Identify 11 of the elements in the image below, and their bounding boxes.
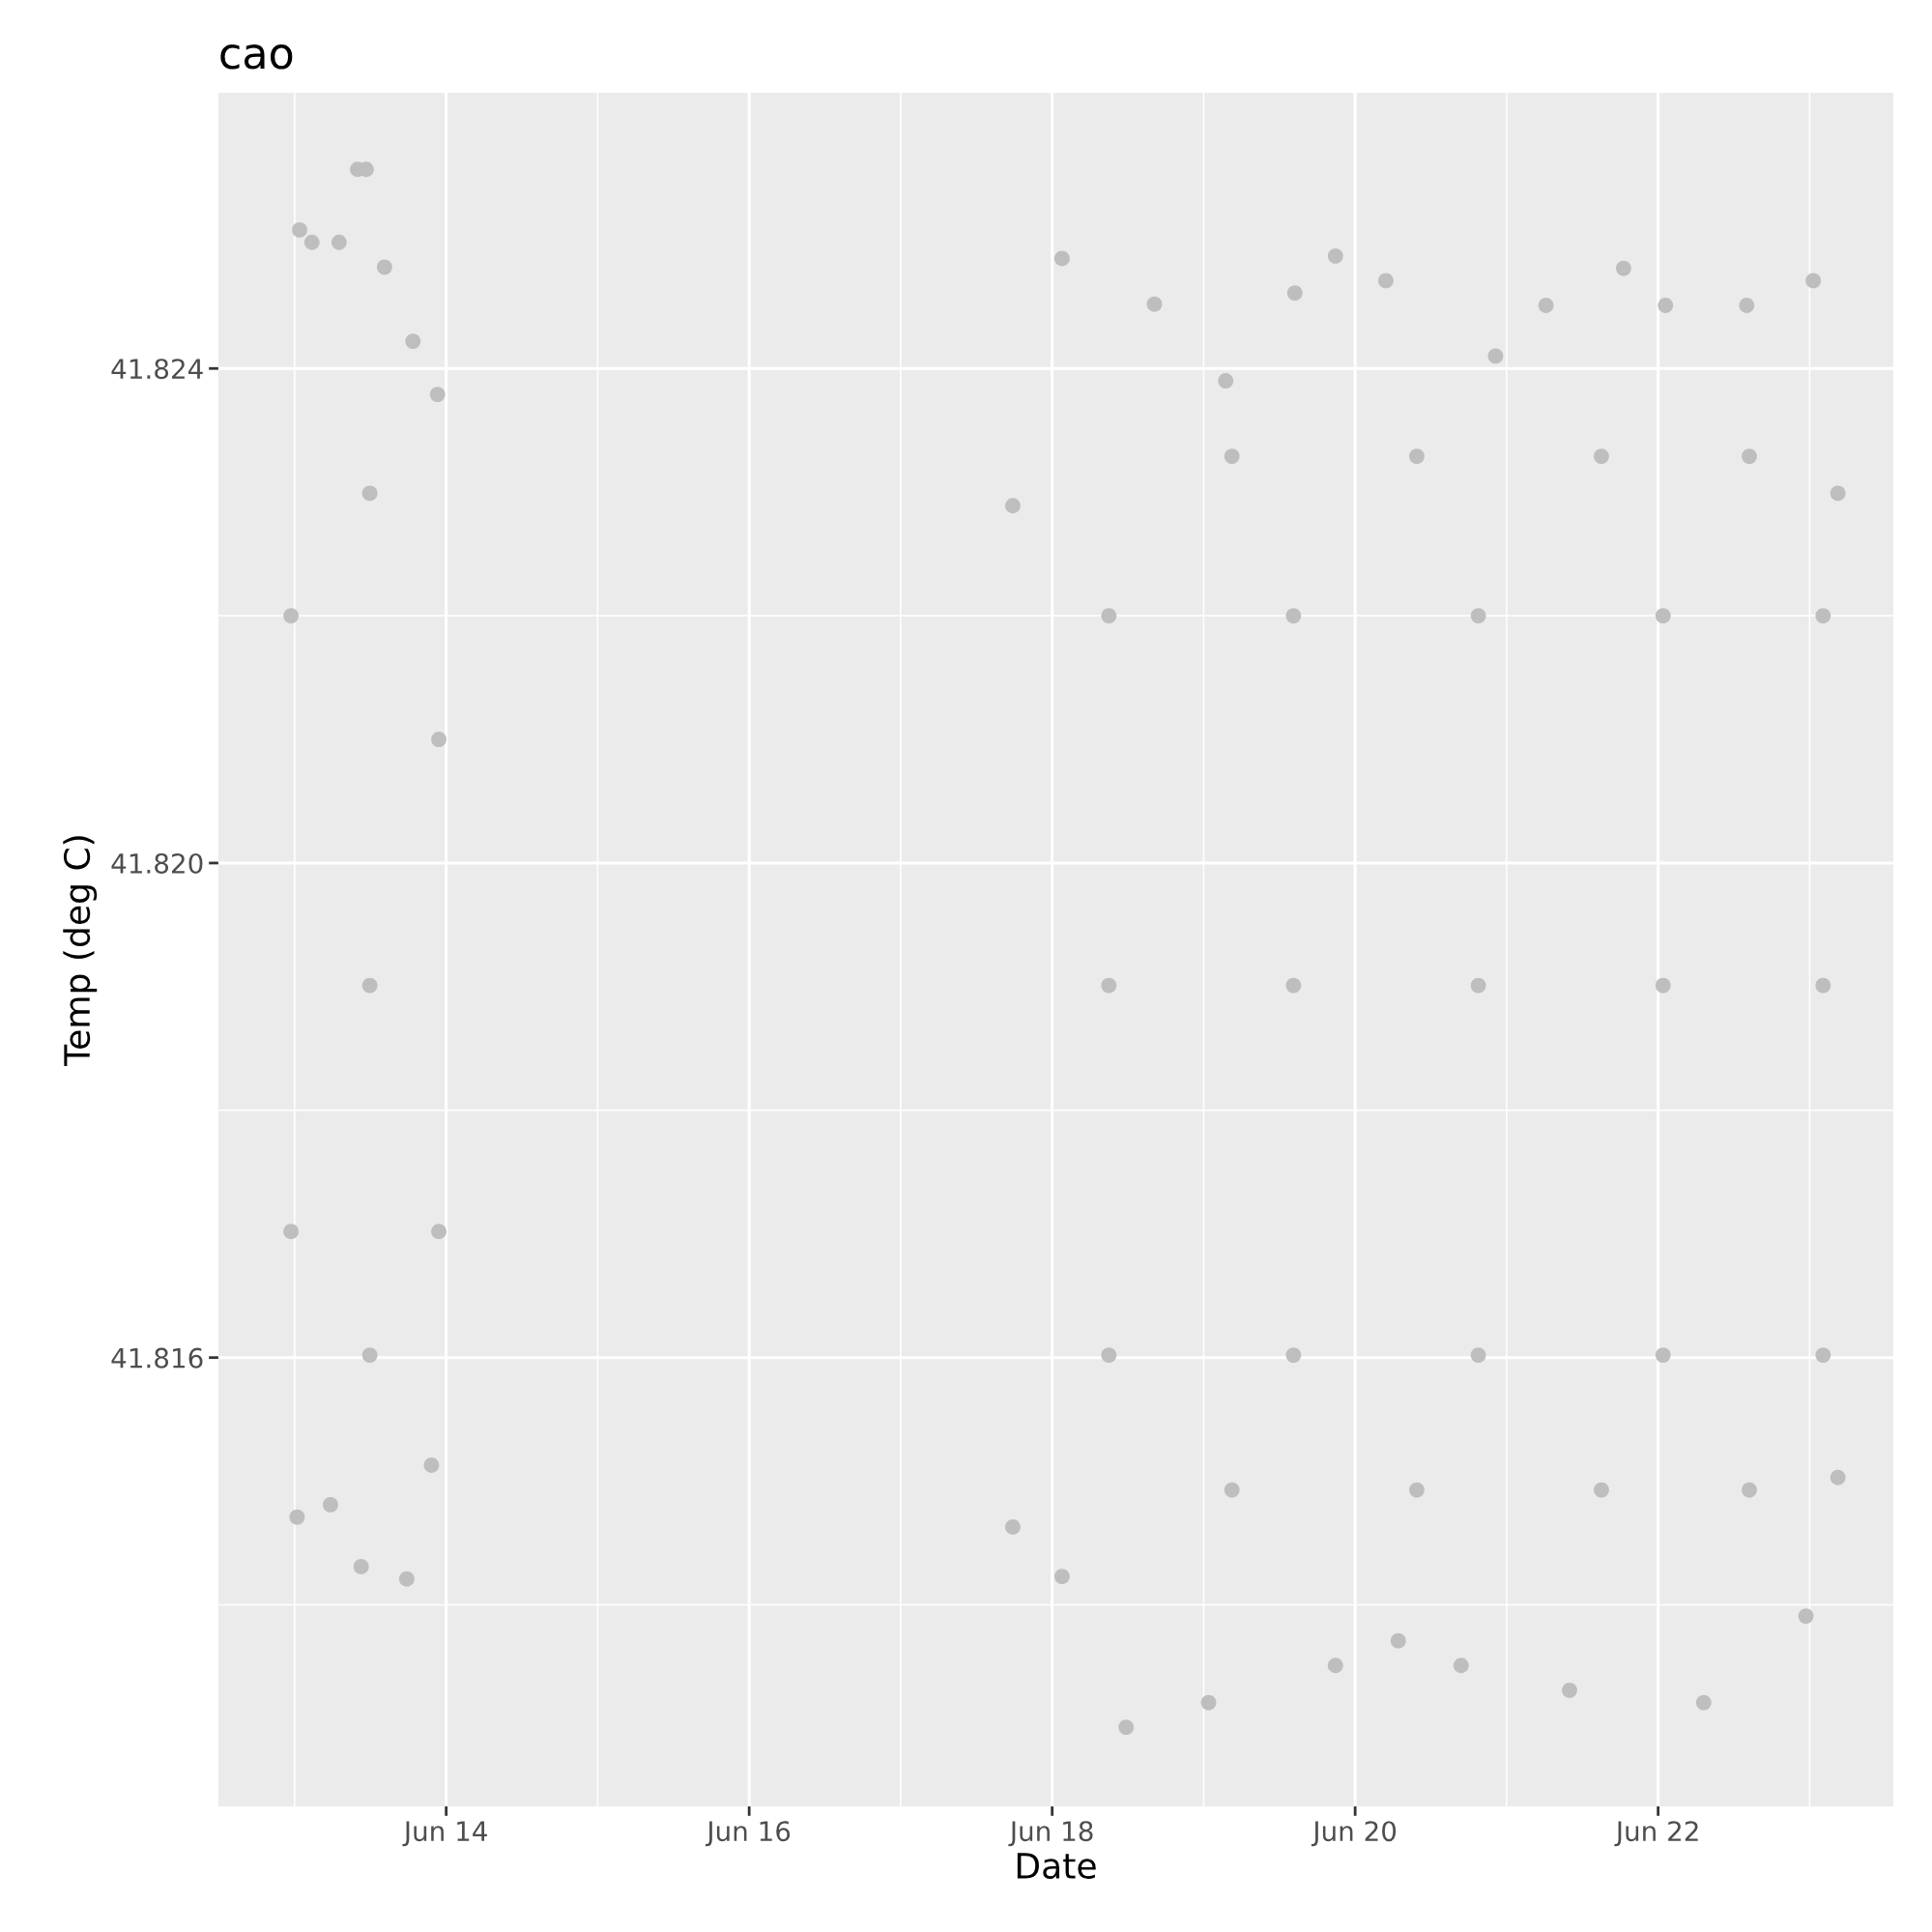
x-tick-label: Jun 22	[1614, 1821, 1698, 1847]
x-tick-label: Jun 16	[705, 1821, 791, 1847]
x-axis-title: Date	[1017, 1853, 1096, 1880]
chart-title: cao	[220, 44, 293, 70]
x-tick-label: Jun 20	[1311, 1821, 1397, 1847]
y-tick-label: 41.820	[111, 852, 203, 874]
y-tick-label: 41.816	[111, 1347, 203, 1369]
x-tick-label: Jun 18	[1008, 1821, 1093, 1847]
y-tick-label: 41.824	[111, 359, 203, 380]
y-axis-title: Temp (deg C)	[63, 836, 98, 1066]
x-tick-label: Jun 14	[402, 1821, 487, 1847]
